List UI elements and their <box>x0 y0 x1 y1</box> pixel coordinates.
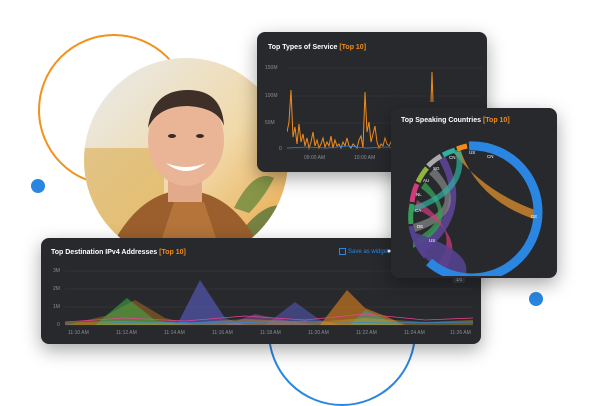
countries-title-text: Top Speaking Countries <box>401 117 481 124</box>
widget-icon <box>339 248 346 255</box>
ipv4-area-chart <box>65 270 473 326</box>
chord-label: DE <box>417 224 423 229</box>
y-tick: 3M <box>53 268 60 274</box>
chord-label: US <box>429 238 435 243</box>
x-tick: 11:16 AM <box>212 330 233 336</box>
chord-label: CN <box>449 155 456 160</box>
chord-label: US <box>469 150 475 155</box>
y-tick: 150M <box>265 65 278 71</box>
save-as-widget-label: Save as widget <box>348 249 389 256</box>
countries-title-tag: [Top 10] <box>482 117 510 124</box>
save-as-widget-button[interactable]: Save as widget <box>339 248 389 255</box>
chord-diagram: US CN SG AU NL CA DE US DE CN <box>408 141 543 276</box>
more-icon[interactable]: ● <box>387 248 392 255</box>
x-tick: 11:20 AM <box>308 330 329 336</box>
decor-dot-right <box>529 292 543 306</box>
x-tick: 11:14 AM <box>164 330 185 336</box>
y-tick: 100M <box>265 93 278 99</box>
chord-label: NL <box>416 192 422 197</box>
x-tick: 11:12 AM <box>116 330 137 336</box>
service-panel-title: Top Types of Service [Top 10] <box>268 44 366 51</box>
x-tick: 09:00 AM <box>304 155 326 161</box>
chord-label: AU <box>423 178 429 183</box>
countries-panel: Top Speaking Countries [Top 10] US CN SG… <box>391 108 557 278</box>
x-tick: 11:10 AM <box>68 330 89 336</box>
y-tick: 1M <box>53 304 60 310</box>
y-tick: 0 <box>57 322 60 328</box>
service-title-tag: [Top 10] <box>339 44 367 51</box>
x-tick: 11:22 AM <box>356 330 377 336</box>
countries-panel-title: Top Speaking Countries [Top 10] <box>401 117 510 124</box>
ipv4-title-text: Top Destination IPv4 Addresses <box>51 249 158 256</box>
y-tick: 0 <box>279 146 282 152</box>
x-tick: 11:24 AM <box>404 330 425 336</box>
x-tick: 11:26 AM <box>450 330 471 336</box>
chord-label: DE <box>531 214 537 219</box>
chord-label: SG <box>433 166 440 171</box>
y-tick: 2M <box>53 286 60 292</box>
ipv4-panel-title: Top Destination IPv4 Addresses [Top 10] <box>51 249 186 256</box>
y-tick: 50M <box>265 120 275 126</box>
legend-pager[interactable]: 1/1 <box>453 276 466 283</box>
decor-dot-left <box>31 179 45 193</box>
x-tick: 10:00 AM <box>354 155 376 161</box>
chord-label: CN <box>487 154 494 159</box>
x-tick: 11:18 AM <box>260 330 281 336</box>
chord-label: CA <box>415 208 421 213</box>
service-line-chart <box>287 67 482 150</box>
ipv4-title-tag: [Top 10] <box>159 249 186 256</box>
service-title-text: Top Types of Service <box>268 44 338 51</box>
